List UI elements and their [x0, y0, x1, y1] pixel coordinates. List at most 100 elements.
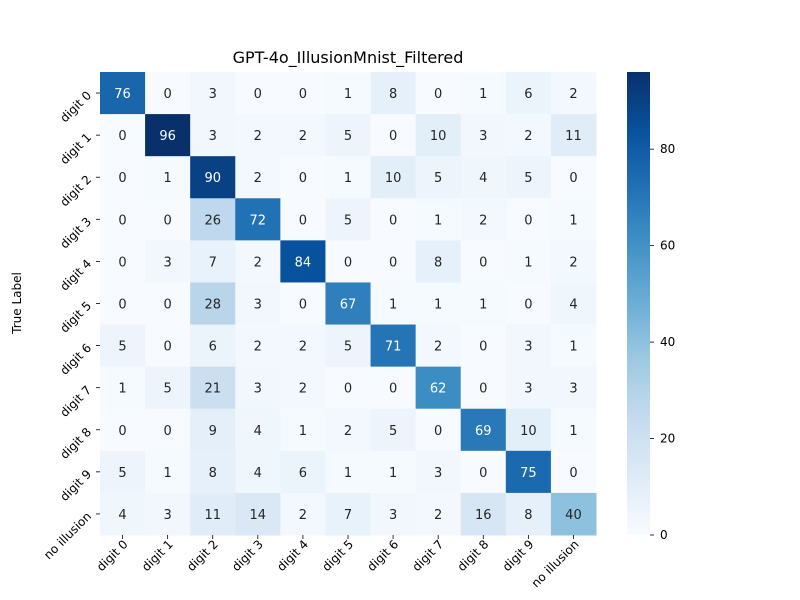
cell-value-label: 0	[479, 466, 487, 481]
cell-value-label: 5	[163, 382, 171, 397]
cell-value-label: 2	[254, 171, 262, 186]
heatmap-cell-r3-c4	[280, 198, 326, 241]
cell-value-label: 2	[569, 255, 577, 270]
heatmap-cell-r9-c2	[190, 450, 236, 494]
cell-value-label: 62	[430, 382, 447, 397]
heatmap-cell-r2-c2	[190, 156, 236, 199]
cell-value-label: 72	[250, 213, 267, 228]
cell-value-label: 0	[479, 340, 487, 355]
y-tick-label: digit 8	[57, 425, 94, 462]
heatmap-cell-r7-c2	[190, 366, 236, 410]
cell-value-label: 7	[209, 255, 217, 270]
heatmap-cell-r8-c9	[505, 408, 552, 452]
cell-value-label: 1	[434, 298, 442, 313]
heatmap-cell-r1-c6	[370, 114, 417, 157]
cell-value-label: 0	[118, 171, 126, 186]
cell-value-label: 1	[389, 298, 397, 313]
cell-value-label: 0	[569, 466, 577, 481]
heatmap-cell-r0-c5	[325, 72, 372, 115]
heatmap-cell-r6-c4	[280, 324, 326, 368]
heatmap-cell-r8-c7	[415, 408, 462, 452]
heatmap-cell-r9-c8	[460, 450, 507, 494]
cell-value-label: 76	[114, 87, 131, 102]
heatmap-cell-r2-c4	[280, 156, 326, 199]
heatmap-cell-r8-c0	[100, 408, 146, 452]
cell-value-label: 2	[299, 508, 307, 523]
cell-value-label: 1	[163, 466, 171, 481]
heatmap-cell-r1-c2	[190, 114, 236, 157]
heatmap-cell-r1-c4	[280, 114, 326, 157]
heatmap-cell-r5-c0	[100, 282, 146, 326]
cell-value-label: 5	[434, 171, 442, 186]
heatmap-cell-r5-c3	[235, 282, 281, 326]
colorbar-tick-label: 80	[660, 142, 675, 156]
x-tick-label: digit 4	[274, 537, 311, 574]
cell-value-label: 8	[389, 87, 397, 102]
heatmap-cell-r9-c3	[235, 450, 281, 494]
cell-value-label: 2	[434, 508, 442, 523]
cell-value-label: 0	[524, 213, 532, 228]
heatmap-cell-r8-c2	[190, 408, 236, 452]
heatmap-cell-r1-c0	[100, 114, 146, 157]
cell-value-label: 0	[434, 87, 442, 102]
cell-value-label: 26	[204, 213, 221, 228]
heatmap-cell-r8-c3	[235, 408, 281, 452]
heatmap-cell-r3-c2	[190, 198, 236, 241]
cell-value-label: 10	[430, 129, 447, 144]
cell-value-label: 2	[299, 340, 307, 355]
y-tick-label: digit 9	[57, 467, 94, 504]
heatmap-cell-r6-c6	[370, 324, 417, 368]
chart-title: GPT-4o_IllusionMnist_Filtered	[233, 48, 464, 68]
heatmap-cell-r1-c8	[460, 114, 507, 157]
cell-value-label: 0	[479, 382, 487, 397]
heatmap-cell-r1-c7	[415, 114, 462, 157]
cell-value-label: 3	[569, 382, 577, 397]
cell-value-label: 2	[254, 340, 262, 355]
cell-value-label: 0	[118, 424, 126, 439]
cell-value-label: 8	[434, 255, 442, 270]
cell-value-label: 0	[434, 424, 442, 439]
cell-value-label: 1	[344, 171, 352, 186]
cell-value-label: 3	[389, 508, 397, 523]
x-tick-label: digit 0	[94, 537, 131, 574]
cell-value-label: 5	[389, 424, 397, 439]
x-tick-label: digit 8	[455, 537, 492, 574]
heatmap-cell-r2-c0	[100, 156, 146, 199]
heatmap-cell-r3-c8	[460, 198, 507, 241]
cell-value-label: 1	[569, 424, 577, 439]
cell-value-label: 4	[569, 298, 577, 313]
y-tick-labels: digit 0 digit 1 digit 2 digit 3 digit 4 digit…	[41, 88, 100, 562]
cell-value-label: 0	[479, 255, 487, 270]
cell-value-label: 0	[163, 340, 171, 355]
cell-value-label: 0	[569, 171, 577, 186]
heatmap-cell-r10-c10	[550, 492, 597, 536]
cell-value-label: 7	[344, 508, 352, 523]
heatmap-cell-r7-c3	[235, 366, 281, 410]
heatmap-cell-r3-c3	[235, 198, 281, 241]
cell-value-label: 0	[389, 213, 397, 228]
cell-value-label: 1	[389, 466, 397, 481]
heatmap-cell-r9-c9	[505, 450, 552, 494]
heatmap-cell-r6-c1	[145, 324, 191, 368]
heatmap-cell-r4-c6	[370, 240, 417, 283]
cell-value-label: 0	[299, 298, 307, 313]
heatmap-cell-r9-c0	[100, 450, 146, 494]
heatmap-cell-r4-c8	[460, 240, 507, 283]
cell-value-label: 0	[299, 213, 307, 228]
colorbar: 0 20 40 60 80	[627, 72, 675, 542]
cell-value-label: 1	[479, 298, 487, 313]
x-tick-label: digit 7	[409, 537, 446, 574]
cell-value-label: 5	[344, 213, 352, 228]
heatmap-cell-r7-c5	[325, 366, 372, 410]
heatmap-cell-r4-c7	[415, 240, 462, 283]
heatmap-cell-r7-c8	[460, 366, 507, 410]
y-tick-label: no illusion	[41, 509, 94, 562]
heatmap-cell-r10-c6	[370, 492, 417, 536]
heatmap-cell-r10-c8	[460, 492, 507, 536]
heatmap-cell-r2-c10	[550, 156, 597, 199]
cell-value-label: 3	[163, 255, 171, 270]
x-tick-label: digit 5	[319, 537, 356, 574]
heatmap-cell-r6-c3	[235, 324, 281, 368]
cell-value-label: 28	[204, 298, 221, 313]
